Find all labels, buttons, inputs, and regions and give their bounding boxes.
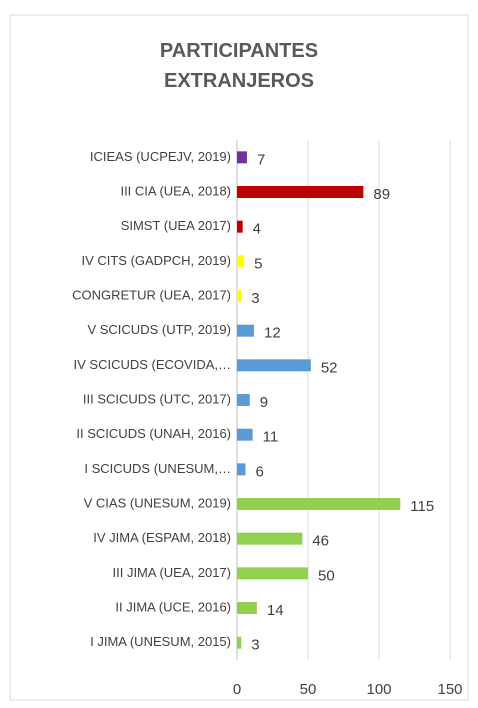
x-tick-label: 0 (233, 681, 241, 698)
data-label: 7 (257, 151, 265, 168)
x-tick-label: 50 (300, 681, 317, 698)
bar (237, 394, 250, 406)
chart-border (9, 14, 469, 701)
bar (237, 532, 303, 545)
y-tick-label: V CIAS (UNESUM, 2019) (84, 495, 231, 510)
bar (237, 290, 242, 302)
y-tick-label: II SCICUDS (UNAH, 2016) (76, 426, 231, 441)
x-tick-label: 100 (366, 681, 391, 698)
data-label: 3 (251, 637, 259, 654)
y-tick-label: CONGRETUR (UEA, 2017) (72, 287, 231, 302)
data-label: 52 (321, 359, 338, 376)
bar (237, 428, 253, 441)
y-tick-label: V SCICUDS (UTP, 2019) (87, 322, 231, 337)
bar (237, 567, 308, 580)
data-label: 46 (312, 533, 329, 550)
data-label: 4 (253, 221, 261, 238)
bar (237, 602, 257, 614)
data-label: 50 (318, 567, 335, 584)
bar (237, 498, 401, 510)
data-label: 14 (267, 602, 284, 619)
data-label: 3 (251, 290, 259, 307)
chart-title: PARTICIPANTES EXTRANJEROS (159, 40, 319, 92)
y-tick-label: I JIMA (UNESUM, 2015) (90, 634, 231, 649)
bar (237, 359, 311, 372)
data-label: 11 (263, 429, 279, 446)
bar (237, 463, 246, 476)
data-label: 9 (260, 394, 268, 411)
y-tick-label: IV CITS (GADPCH, 2019) (81, 253, 231, 268)
y-tick-label: III JIMA (UEA, 2017) (113, 565, 232, 580)
bar (237, 186, 364, 198)
y-tick-label: II JIMA (UCE, 2016) (115, 599, 231, 614)
y-tick-label: III CIA (UEA, 2018) (120, 183, 231, 198)
y-tick-label: ICIEAS (UCPEJV, 2019) (90, 149, 231, 164)
y-tick-label: IV SCICUDS (ECOVIDA,… (74, 357, 231, 372)
data-label: 89 (373, 186, 390, 203)
bar (237, 255, 245, 268)
y-tick-label: I SCICUDS (UNESUM,… (84, 461, 231, 476)
bar (237, 220, 243, 233)
data-label: 5 (254, 255, 262, 272)
y-tick-label: III SCICUDS (UTC, 2017) (83, 391, 231, 406)
bar (237, 151, 247, 164)
data-label: 6 (256, 463, 264, 480)
bar (237, 324, 255, 337)
data-label: 12 (264, 325, 281, 342)
data-label: 115 (410, 498, 434, 515)
y-tick-label: IV JIMA (ESPAM, 2018) (93, 530, 231, 545)
x-tick-label: 150 (437, 681, 462, 698)
y-tick-label: SIMST (UEA 2017) (121, 218, 231, 233)
bar (237, 636, 242, 649)
